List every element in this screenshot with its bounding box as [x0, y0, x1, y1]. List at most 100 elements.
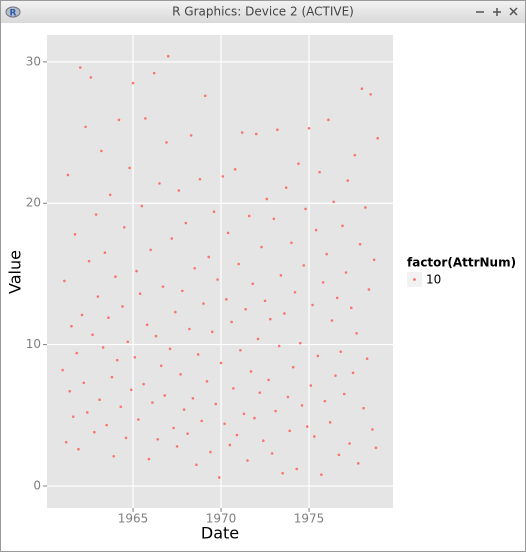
point [320, 473, 323, 476]
point [223, 422, 226, 426]
point [82, 381, 86, 385]
y-tick-label: 20 [26, 196, 41, 210]
point [193, 266, 196, 270]
point [173, 310, 177, 314]
point [269, 317, 272, 321]
legend-symbol [413, 278, 416, 281]
point [216, 278, 219, 281]
point [119, 405, 123, 409]
y-axis-title: Value [6, 250, 25, 294]
point [78, 66, 82, 69]
point [263, 299, 267, 303]
point [154, 334, 158, 338]
point [239, 348, 242, 352]
point [277, 344, 281, 348]
point [307, 126, 311, 130]
point [261, 439, 265, 443]
point [156, 437, 159, 441]
point [140, 204, 144, 208]
point [168, 347, 172, 351]
point [166, 54, 170, 58]
x-axis-title: Date [201, 524, 239, 543]
point [311, 303, 314, 307]
point [221, 175, 225, 178]
point [230, 320, 233, 324]
point [84, 125, 87, 129]
point [86, 411, 89, 414]
point [77, 447, 80, 451]
point [63, 279, 66, 283]
y-tick-label: 0 [33, 478, 41, 492]
point [334, 374, 337, 377]
point [339, 350, 343, 353]
point [219, 361, 223, 365]
point [121, 305, 124, 308]
point [351, 371, 355, 375]
point [365, 357, 369, 361]
point [184, 221, 188, 225]
point [374, 446, 378, 450]
point [349, 306, 353, 310]
point [237, 262, 240, 266]
point [323, 399, 327, 403]
point [283, 312, 286, 315]
y-tick-label: 10 [26, 337, 41, 351]
y-tick-label: 30 [26, 54, 41, 68]
point [355, 331, 358, 335]
point [228, 443, 232, 447]
point [344, 271, 348, 274]
legend-title: factor(AttrNum) [407, 256, 516, 270]
point [202, 302, 205, 305]
point [272, 217, 276, 221]
point [137, 418, 140, 421]
point [332, 200, 335, 204]
point [91, 333, 94, 336]
point [372, 258, 376, 262]
point [71, 415, 75, 418]
point [182, 408, 186, 411]
point [179, 372, 182, 376]
point [66, 173, 70, 177]
point [152, 71, 156, 75]
point [217, 476, 221, 479]
point [128, 166, 131, 170]
point [200, 419, 203, 423]
point [195, 463, 198, 467]
point [358, 242, 362, 246]
point [209, 450, 212, 454]
point [367, 288, 371, 291]
point [210, 330, 214, 334]
point [189, 134, 193, 137]
window-controls[interactable] [476, 7, 518, 16]
point [309, 384, 313, 387]
point [130, 388, 133, 392]
point [325, 252, 328, 256]
point [254, 132, 258, 136]
point [297, 162, 300, 165]
point [188, 327, 191, 331]
point [376, 136, 379, 140]
point [267, 378, 270, 382]
point [242, 412, 246, 416]
point [251, 282, 255, 286]
point [256, 337, 260, 341]
point [328, 421, 332, 424]
point [205, 380, 209, 383]
point [149, 248, 152, 252]
point [151, 401, 154, 404]
point [265, 197, 269, 201]
point [100, 149, 103, 153]
point [163, 394, 167, 397]
point [247, 214, 251, 218]
point [335, 296, 339, 300]
point [342, 392, 346, 396]
point [147, 457, 151, 461]
point [138, 292, 142, 295]
point [290, 241, 293, 245]
point [286, 395, 290, 399]
point [70, 324, 73, 328]
point [68, 389, 72, 393]
x-tick-label: 1970 [206, 512, 237, 526]
point [191, 397, 195, 400]
